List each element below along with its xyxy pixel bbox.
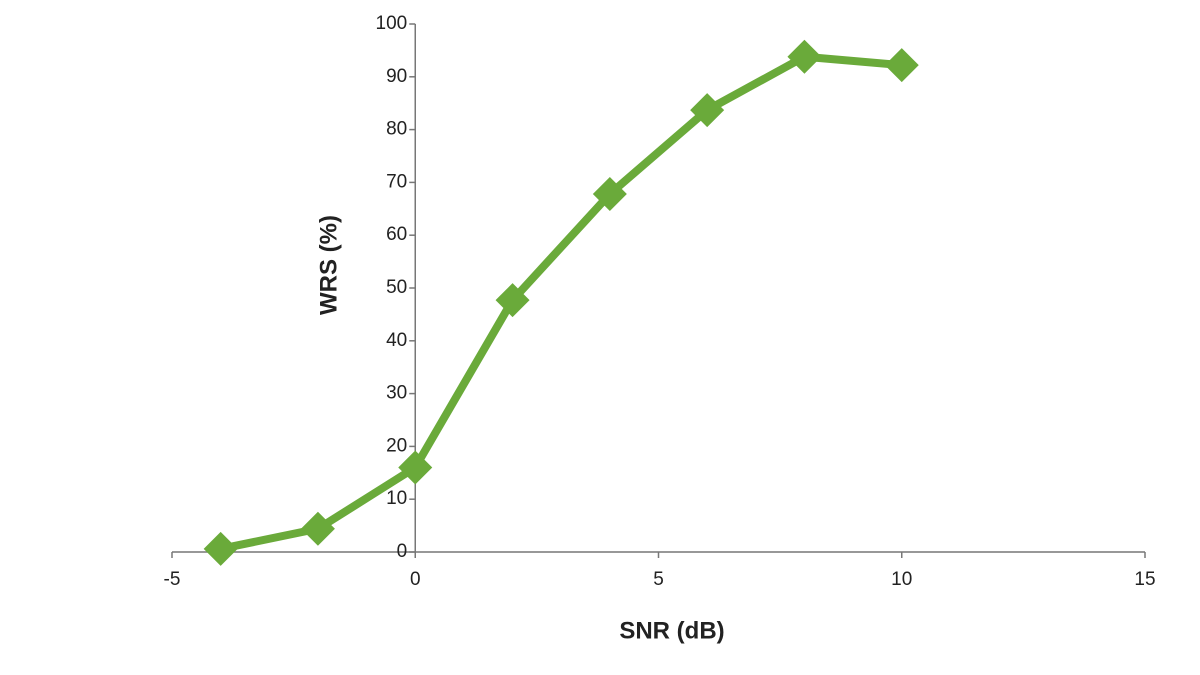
y-tick-label: 90 <box>386 66 407 87</box>
x-tick-label: 5 <box>653 569 664 590</box>
marker <box>690 93 725 128</box>
y-axis-title: WRS (%) <box>315 215 342 315</box>
y-tick-label: 50 <box>386 277 407 298</box>
y-tick-label: 30 <box>386 383 407 404</box>
x-tick-label: 0 <box>410 569 421 590</box>
y-tick-label: 80 <box>386 119 407 140</box>
y-tick-label: 100 <box>376 13 408 34</box>
marker <box>884 48 919 83</box>
marker <box>398 450 433 485</box>
marker <box>787 39 822 74</box>
marker <box>592 177 627 212</box>
y-tick-label: 20 <box>386 435 407 456</box>
x-tick-label: 15 <box>1134 569 1155 590</box>
y-tick-label: 10 <box>386 488 407 509</box>
y-tick-label: 60 <box>386 224 407 245</box>
x-tick-label: -5 <box>164 569 181 590</box>
marker <box>495 283 530 318</box>
y-tick-label: 70 <box>386 171 407 192</box>
x-tick-label: 10 <box>891 569 912 590</box>
y-tick-label: 0 <box>397 541 408 562</box>
x-axis-title: SNR (dB) <box>619 617 724 644</box>
marker <box>203 531 238 566</box>
marker <box>300 511 335 546</box>
y-tick-label: 40 <box>386 330 407 351</box>
line <box>219 52 903 553</box>
